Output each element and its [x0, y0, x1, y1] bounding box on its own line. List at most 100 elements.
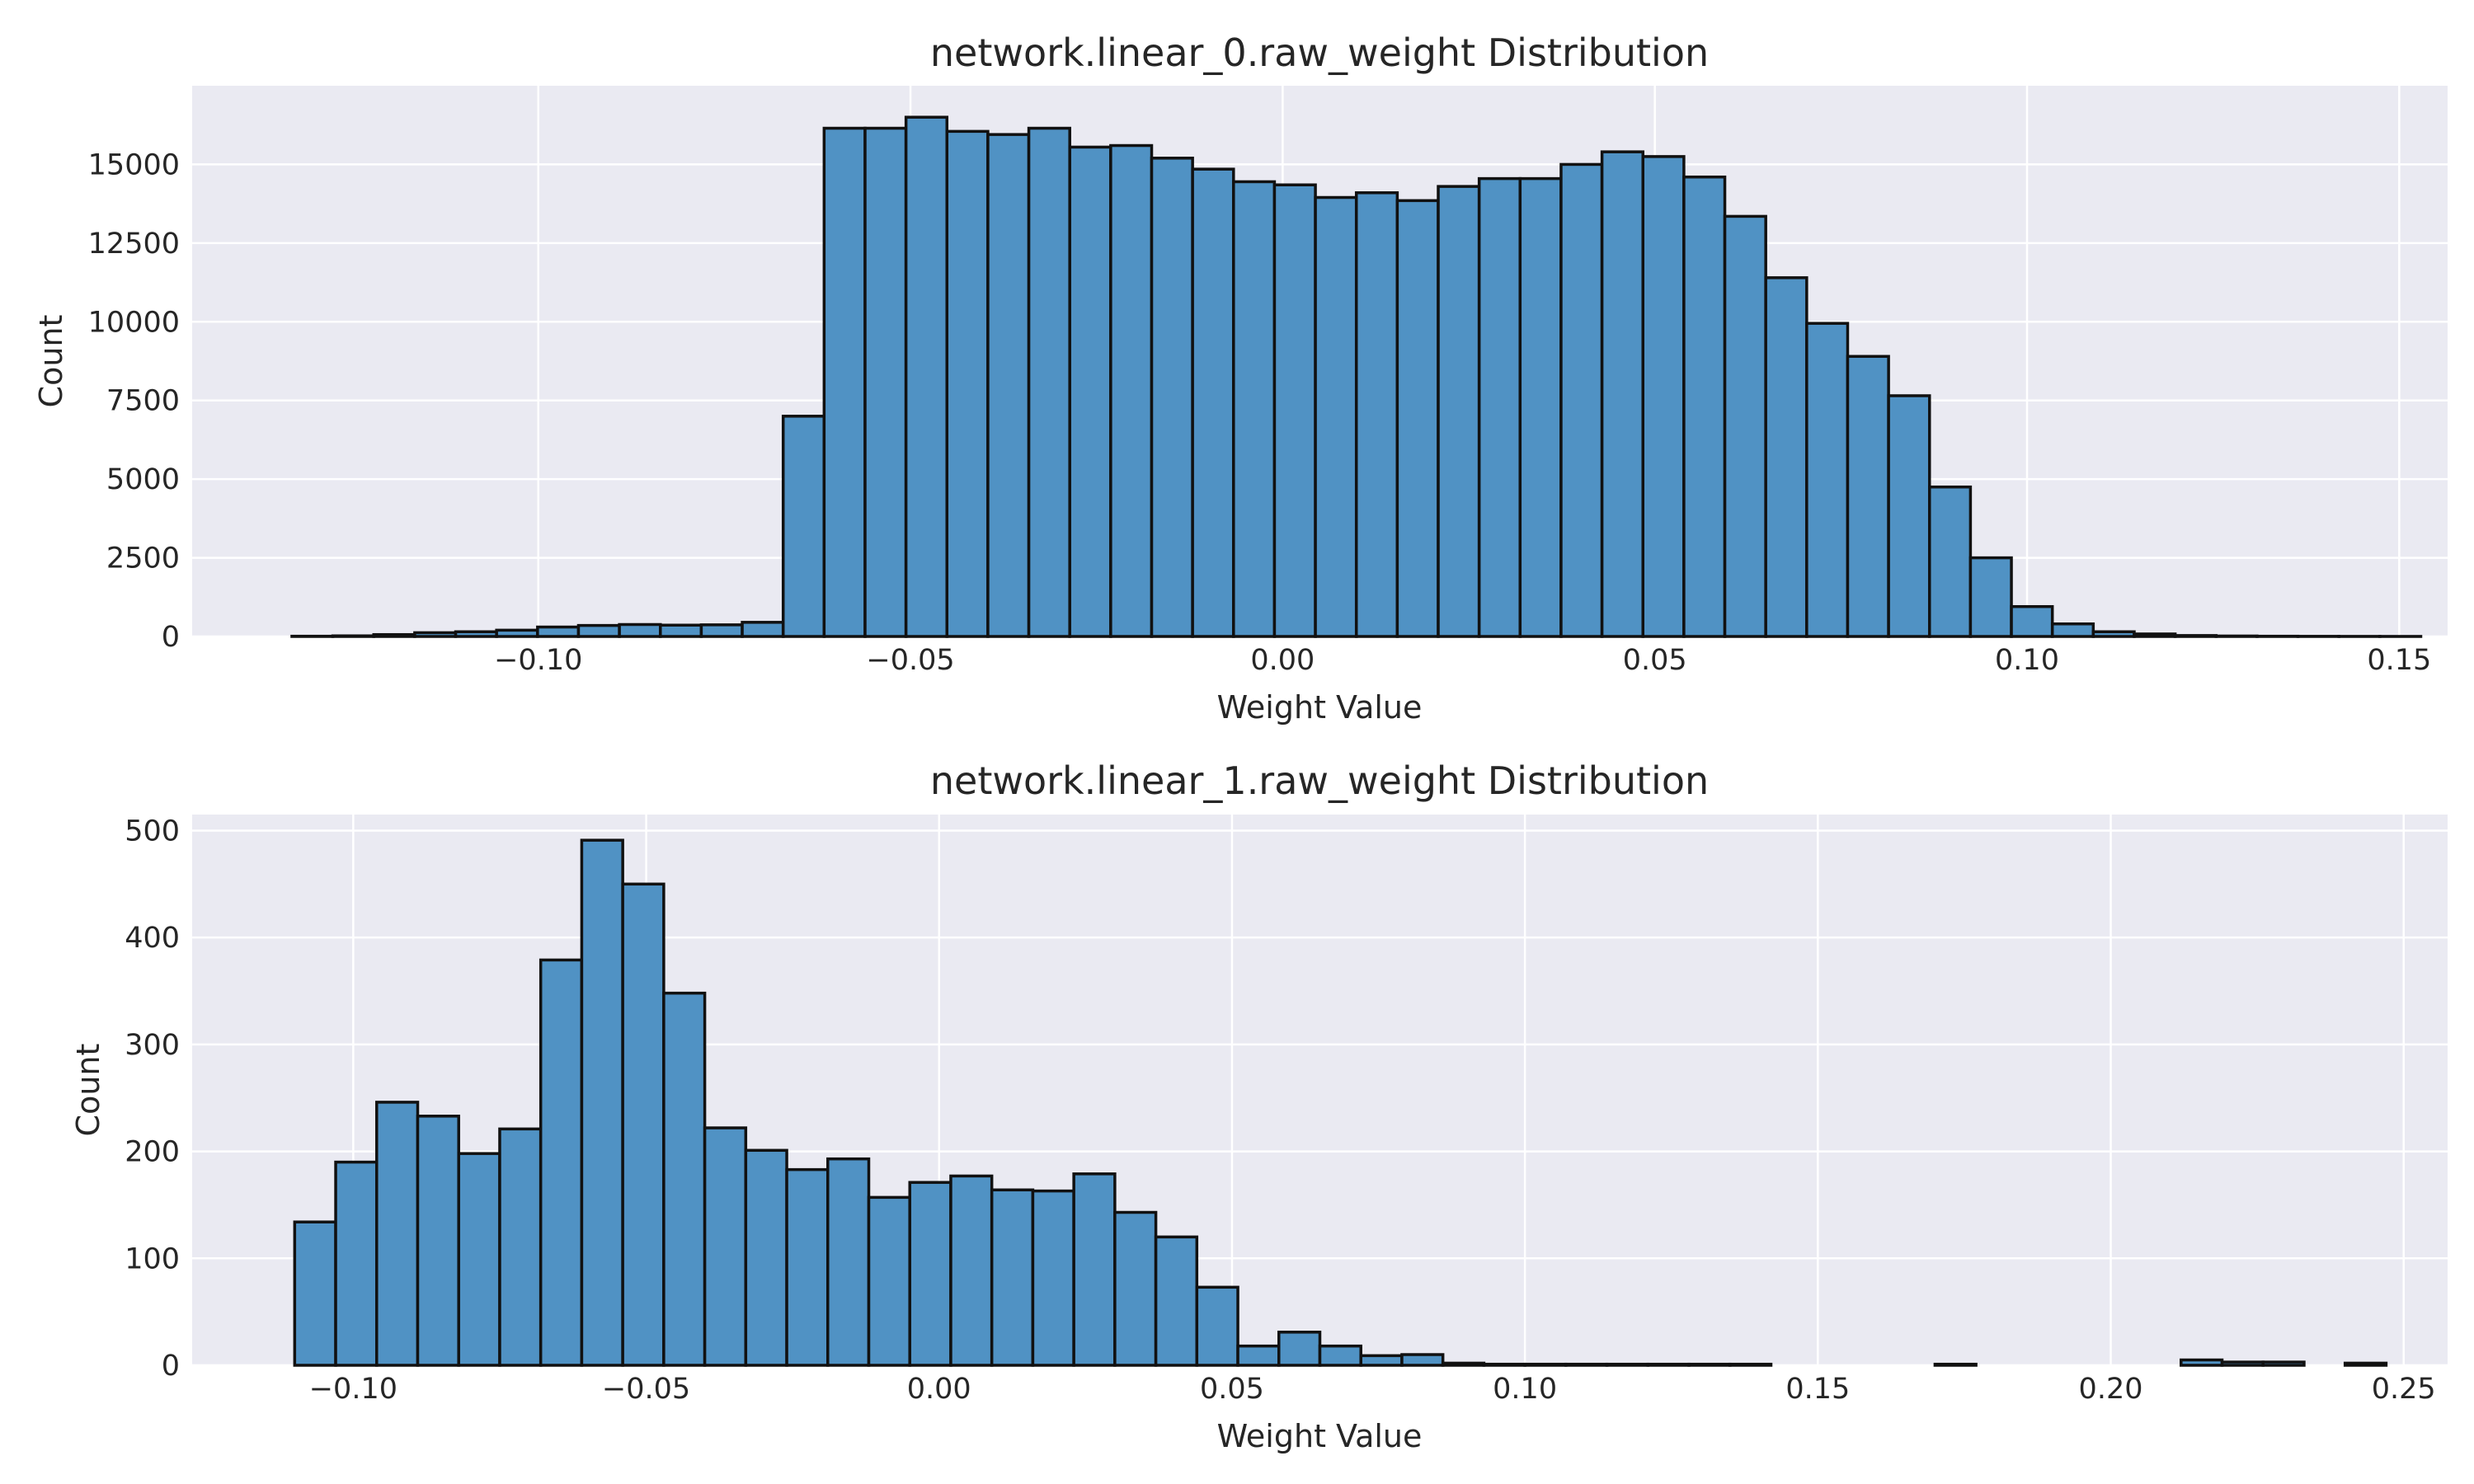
histogram-bar	[1400, 1353, 1445, 1367]
y-tick-label: 2500	[106, 542, 180, 575]
histogram-bar	[1887, 394, 1931, 638]
tick-labels: −0.10 −0.05 0.00 0.05 0.10 0.15 0 2500 5000 7500 1…	[88, 148, 2432, 677]
x-tick-label: 0.20	[2079, 1373, 2143, 1406]
x-tick-label: 0.10	[1493, 1373, 1557, 1406]
histogram-bar	[454, 630, 498, 638]
histogram-bar	[1068, 145, 1112, 638]
histogram-bar	[2091, 630, 2136, 638]
histogram-bar	[699, 623, 744, 638]
histogram-bar	[1359, 1354, 1404, 1367]
histogram-bar	[1232, 180, 1277, 638]
histogram-bar	[904, 115, 949, 638]
histogram-bar	[703, 1126, 748, 1367]
histogram-bar	[618, 622, 662, 638]
histogram-bar	[498, 1127, 543, 1367]
histogram-bar	[2261, 1360, 2306, 1367]
histogram-bar	[1723, 214, 1767, 638]
histogram-bar	[416, 1115, 460, 1367]
histogram-bar	[334, 1160, 379, 1367]
chart-title: network.linear_0.raw_weight Distribution	[930, 31, 1709, 75]
histogram-bar	[949, 1174, 994, 1367]
histogram-bar	[1150, 157, 1194, 638]
y-tick-label: 15000	[88, 148, 180, 181]
histogram-bar	[2010, 604, 2054, 638]
y-axis-label: Count	[70, 1044, 106, 1137]
y-tick-label: 12500	[88, 228, 180, 261]
histogram-bar	[1559, 162, 1604, 638]
histogram-bar	[822, 126, 867, 638]
histogram-bar	[1072, 1172, 1117, 1367]
histogram-linear-1: −0.10 −0.05 0.00 0.05 0.10 0.15 0.20 0.25 0 100 20…	[70, 758, 2448, 1454]
tick-labels: −0.10 −0.05 0.00 0.05 0.10 0.15 0.20 0.25 0 100 20…	[125, 815, 2436, 1406]
histogram-bar	[662, 991, 707, 1367]
histogram-bar	[1600, 150, 1644, 638]
x-tick-label: 0.15	[1785, 1373, 1850, 1406]
histogram-bar	[1968, 556, 2013, 638]
histogram-bar	[1354, 191, 1399, 638]
x-axis-label: Weight Value	[1217, 1418, 1423, 1454]
histogram-bar	[621, 882, 666, 1367]
histogram-bar	[1441, 1361, 1486, 1367]
histogram-bar	[1518, 176, 1563, 638]
histogram-bar	[1687, 1362, 1732, 1367]
chart-title: network.linear_1.raw_weight Distribution	[930, 758, 1709, 803]
histogram-bar	[744, 1148, 788, 1367]
histogram-bars	[290, 115, 2423, 638]
x-tick-label: −0.10	[309, 1373, 397, 1406]
y-tick-label: 200	[125, 1136, 180, 1169]
histogram-bar	[826, 1157, 871, 1367]
histogram-bar	[990, 1188, 1035, 1367]
histogram-bar	[1109, 143, 1154, 638]
histogram-bar	[1236, 1344, 1281, 1367]
histogram-bar	[2050, 622, 2095, 638]
histogram-bar	[2220, 1360, 2265, 1367]
histogram-bar	[576, 623, 621, 638]
histogram-bar	[293, 1220, 337, 1367]
histogram-bar	[2180, 1358, 2224, 1367]
histogram-bar	[1477, 176, 1522, 638]
histogram-bar	[1482, 1362, 1526, 1367]
histogram-bar	[1646, 1362, 1691, 1367]
histogram-bar	[1027, 126, 1071, 638]
histogram-bar	[2343, 1361, 2388, 1367]
y-axis-label: Count	[33, 315, 69, 408]
y-tick-label: 10000	[88, 306, 180, 339]
histogram-bar	[539, 958, 584, 1367]
histogram-bar	[1195, 1285, 1239, 1367]
histogram-bar	[1191, 167, 1235, 638]
histogram-bar	[1605, 1362, 1650, 1367]
histogram-bar	[945, 129, 990, 638]
y-tick-label: 400	[125, 922, 180, 955]
histogram-bar	[495, 628, 539, 638]
histogram-bar	[1318, 1344, 1362, 1367]
histogram-bar	[1272, 183, 1317, 638]
histogram-bar	[413, 631, 458, 638]
histogram-bar	[785, 1167, 830, 1367]
x-tick-label: 0.25	[2372, 1373, 2436, 1406]
x-tick-label: 0.00	[1250, 644, 1315, 677]
y-tick-label: 300	[125, 1029, 180, 1062]
x-tick-label: −0.10	[494, 644, 582, 677]
y-tick-label: 5000	[106, 463, 180, 496]
histogram-bar	[1437, 185, 1481, 638]
x-tick-label: 0.15	[2367, 644, 2431, 677]
x-tick-label: 0.10	[1995, 644, 2059, 677]
histogram-bar	[1154, 1235, 1199, 1367]
histogram-bar	[580, 838, 624, 1367]
histogram-bars	[293, 838, 2388, 1367]
x-tick-label: −0.05	[602, 1373, 690, 1406]
histogram-bar	[1277, 1331, 1322, 1367]
histogram-bar	[1729, 1362, 1773, 1367]
y-tick-label: 100	[125, 1242, 180, 1275]
x-tick-label: 0.00	[907, 1373, 971, 1406]
histogram-bar	[867, 1195, 911, 1367]
x-axis-label: Weight Value	[1217, 689, 1423, 726]
histogram-bar	[1564, 1362, 1609, 1367]
histogram-bar	[659, 623, 703, 638]
histogram-bar	[986, 133, 1031, 638]
histogram-bar	[1031, 1189, 1075, 1367]
histogram-bar	[1682, 175, 1727, 638]
histogram-bar	[1395, 199, 1440, 638]
y-tick-label: 0	[162, 1350, 180, 1383]
